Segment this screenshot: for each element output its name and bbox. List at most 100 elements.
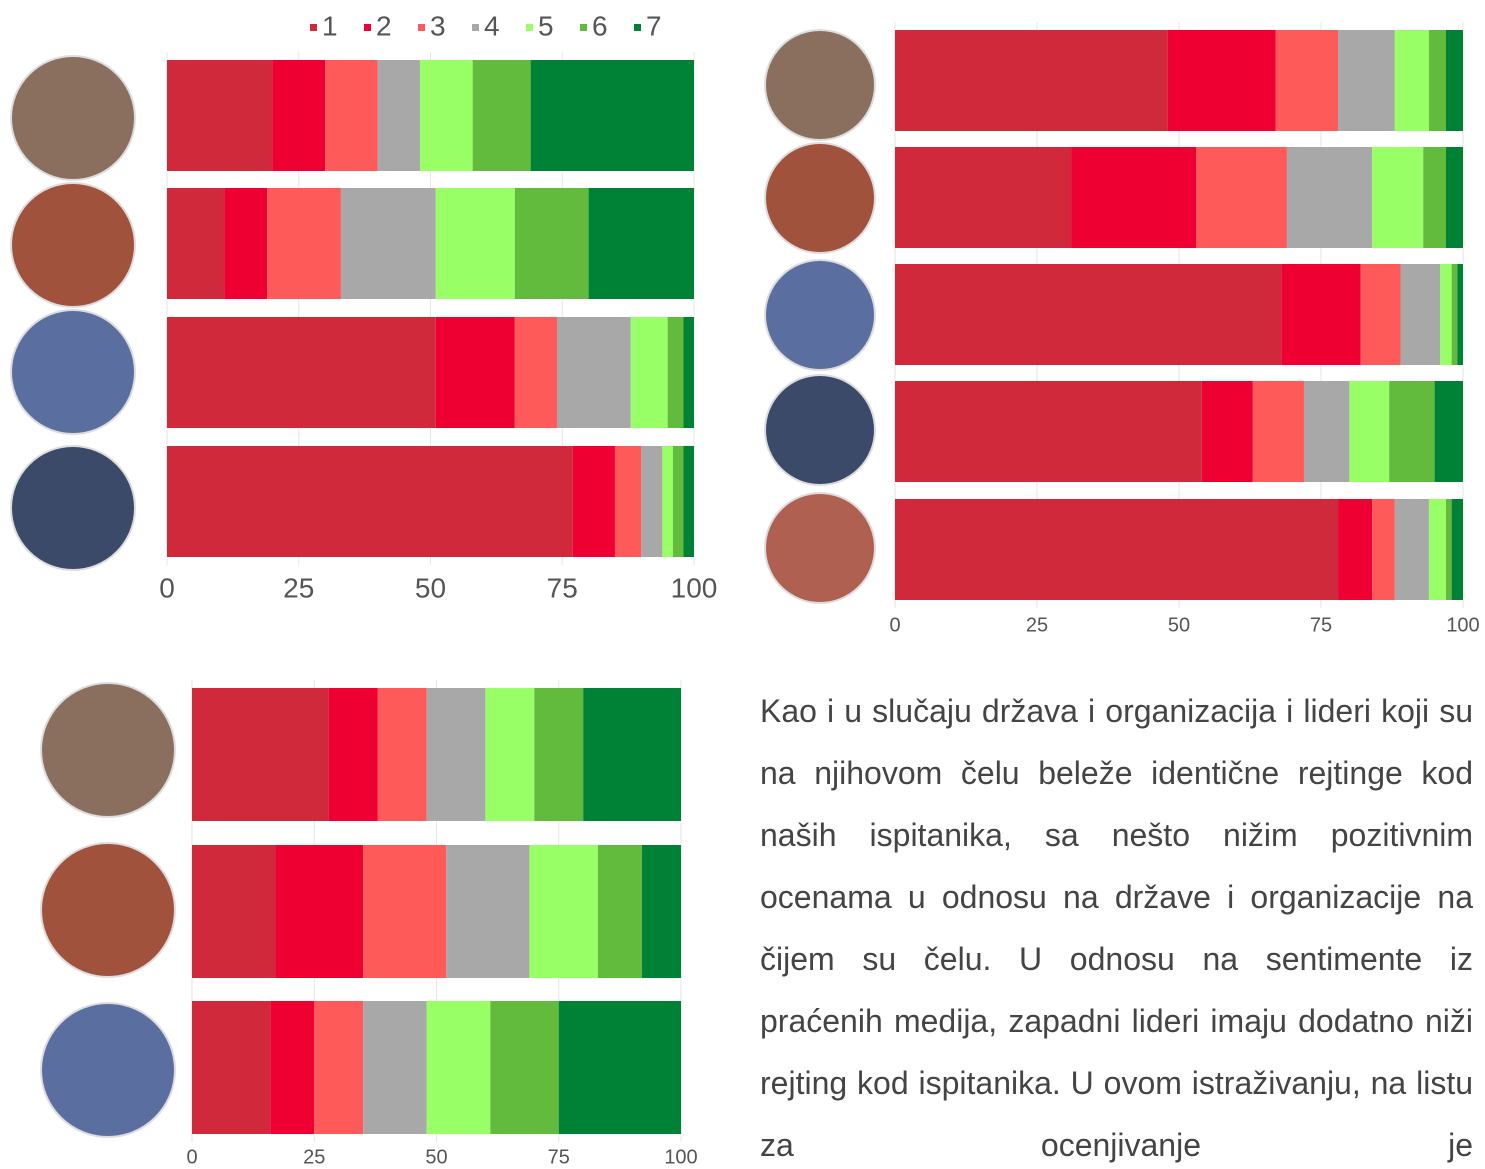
bar-segment: [167, 317, 436, 428]
bar-segment: [485, 688, 535, 821]
bar-segment: [1071, 147, 1197, 248]
legend-label: 5: [538, 10, 554, 41]
bar-segment: [1428, 30, 1446, 131]
bar-segment: [340, 188, 436, 299]
portrait: [10, 445, 136, 571]
bar-segment: [1252, 381, 1304, 482]
legend-swatch: [418, 24, 425, 31]
bar-segment: [472, 60, 531, 171]
portrait: [764, 142, 876, 254]
bar-segment: [1445, 30, 1463, 131]
x-tick-label: 0: [186, 1146, 197, 1168]
bar-segment: [1400, 264, 1441, 365]
bar-segment: [192, 845, 276, 978]
x-tick-label: 25: [1026, 614, 1048, 636]
bar-segment: [377, 688, 427, 821]
x-tick-label: 75: [548, 1146, 570, 1168]
bar-segment: [514, 317, 557, 428]
bar-segment: [192, 1001, 271, 1134]
bar-segment: [1394, 499, 1429, 600]
bar-segment: [683, 317, 694, 428]
x-tick-label: 100: [1446, 614, 1479, 636]
bar-segment: [192, 688, 329, 821]
bar-segment: [895, 381, 1202, 482]
bar-segment: [672, 446, 684, 557]
portrait: [10, 309, 136, 435]
bar-segment: [1167, 30, 1276, 131]
legend-label: 2: [376, 10, 392, 41]
x-tick-label: 0: [889, 614, 900, 636]
bar-segment: [1445, 499, 1452, 600]
x-tick-label: 0: [159, 572, 175, 603]
bar-segment: [662, 446, 673, 557]
bar-segment: [1451, 499, 1463, 600]
bar-segment: [1338, 30, 1395, 131]
legend-swatch: [472, 24, 479, 31]
bar-segment: [895, 30, 1168, 131]
portrait: [764, 492, 876, 604]
bar-segment: [1389, 381, 1435, 482]
bar-segment: [895, 264, 1282, 365]
legend-label: 7: [646, 10, 662, 41]
x-tick-label: 100: [671, 572, 718, 603]
bar-segment: [630, 317, 668, 428]
legend-swatch: [526, 24, 533, 31]
bar-segment: [1445, 147, 1463, 248]
bar-segment: [1440, 264, 1452, 365]
bar-segment: [167, 446, 573, 557]
portrait: [10, 182, 136, 308]
bar-segment: [426, 1001, 491, 1134]
bar-segment: [1372, 499, 1395, 600]
bar-segment: [588, 188, 694, 299]
bar-segment: [1349, 381, 1390, 482]
bar-segment: [167, 60, 273, 171]
bar-segment: [641, 446, 663, 557]
bar-segment: [583, 688, 681, 821]
bar-segment: [363, 1001, 427, 1134]
portrait: [40, 1002, 176, 1138]
bar-segment: [667, 317, 684, 428]
x-tick-label: 75: [547, 572, 578, 603]
bar-segment: [363, 845, 447, 978]
bar-segment: [314, 1001, 364, 1134]
portrait: [40, 682, 176, 818]
bar-segment: [490, 1001, 559, 1134]
legend-label: 3: [430, 10, 446, 41]
bar-segment: [328, 688, 378, 821]
bar-segment: [426, 688, 486, 821]
bar-segment: [895, 147, 1072, 248]
bar-segment: [529, 845, 598, 978]
bar-segment: [641, 845, 681, 978]
x-tick-label: 50: [1168, 614, 1190, 636]
bar-segment: [895, 499, 1339, 600]
bar-segment: [1423, 147, 1446, 248]
x-tick-label: 50: [415, 572, 446, 603]
bar-segment: [435, 317, 515, 428]
legend-label: 6: [592, 10, 608, 41]
legend-swatch: [310, 24, 317, 31]
bar-segment: [419, 60, 473, 171]
portrait: [10, 55, 136, 181]
bar-segment: [556, 317, 631, 428]
bar-segment: [1360, 264, 1401, 365]
bar-segment: [1286, 147, 1373, 248]
portrait: [764, 259, 876, 371]
legend-label: 4: [484, 10, 500, 41]
x-tick-label: 75: [1310, 614, 1332, 636]
bar-segment: [1457, 264, 1463, 365]
bar-segment: [1394, 30, 1429, 131]
portrait: [40, 842, 176, 978]
bar-segment: [1338, 499, 1373, 600]
bar-segment: [325, 60, 378, 171]
bar-segment: [1201, 381, 1253, 482]
bar-segment: [275, 845, 364, 978]
bar-segment: [167, 188, 225, 299]
bar-segment: [530, 60, 694, 171]
legend-label: 1: [322, 10, 338, 41]
bar-segment: [614, 446, 642, 557]
bar-segment: [1434, 381, 1463, 482]
bar-segment: [1428, 499, 1446, 600]
bar-segment: [558, 1001, 681, 1134]
